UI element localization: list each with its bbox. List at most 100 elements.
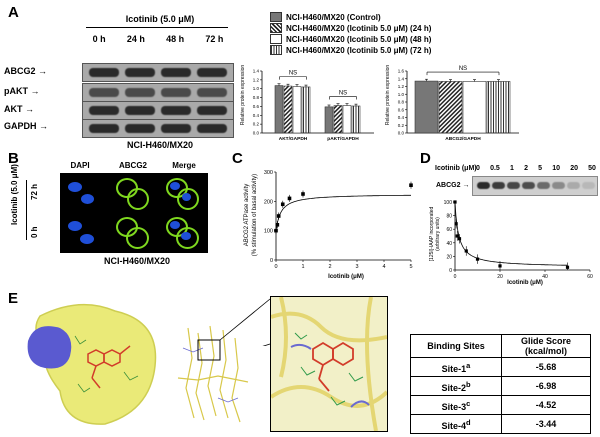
- time-labels: 0 h 24 h 48 h 72 h: [82, 34, 234, 44]
- bar: [301, 86, 311, 134]
- cell-line-a: NCI-H460/MX20: [126, 140, 194, 150]
- row-label-72h: 72 h: [30, 183, 39, 200]
- chart-iaap: [125I]-IAAP incorporated (arbitrary unit…: [429, 200, 593, 286]
- data-point: [280, 202, 285, 207]
- header-binding-sites: Binding Sites: [410, 334, 502, 358]
- dapi-0h: [64, 215, 98, 249]
- y-axis-label: Relative protein expression: [385, 65, 391, 126]
- row-label-abcg2: ABCG2 →: [4, 66, 48, 76]
- x-tick-label: 2: [328, 264, 331, 270]
- time-24h: 24 h: [126, 34, 145, 44]
- iaap-blot: [472, 176, 598, 196]
- conc-value: 50: [588, 165, 596, 172]
- data-point: [453, 200, 457, 204]
- row-label-pakt: pAKT →: [4, 86, 40, 96]
- fit-curve: [454, 201, 568, 266]
- conc-value: 2: [524, 165, 528, 172]
- legend-swatch: [270, 34, 282, 44]
- bar: [342, 105, 352, 134]
- score-cell: -4.52: [501, 395, 591, 415]
- y-axis-label-1: ABCG2 ATPase activity: [244, 184, 250, 247]
- ligand: [87, 345, 131, 389]
- conc-label: Icotinib (μM): [435, 165, 477, 172]
- y-tick-label: 300: [264, 170, 273, 176]
- legend-swatch: [270, 45, 282, 55]
- panel-label-a: A: [8, 4, 19, 21]
- data-point: [301, 192, 305, 196]
- y-tick-label: 1.2: [253, 77, 260, 82]
- abcg2-72h: [114, 176, 149, 210]
- residues: [74, 335, 139, 393]
- blot-abcg2: [82, 63, 234, 82]
- y-tick-label: 60: [446, 227, 452, 233]
- y-tick-label: 0: [449, 268, 452, 274]
- x-tick-label: pAKT/GAPDH: [327, 136, 359, 142]
- x-tick-label: 40: [542, 274, 548, 280]
- glide-score-table: Binding Sites Glide Score (kcal/mol) Site…: [410, 334, 591, 434]
- y-axis-label-2: (% stimulation of basal activity): [252, 174, 258, 256]
- header-merge: Merge: [172, 161, 196, 170]
- data-point: [274, 228, 278, 233]
- conc-value: 0: [476, 165, 480, 172]
- binding-site-zoom: [270, 296, 388, 432]
- merge-72h: [164, 176, 199, 210]
- time-0h: 0 h: [92, 34, 106, 44]
- x-axis-label: Icotinib (μM): [507, 280, 543, 286]
- data-point: [455, 234, 459, 238]
- data-point: [275, 223, 280, 227]
- band-label-abcg2: ABCG2 →: [436, 182, 470, 189]
- header-rule: [86, 27, 228, 28]
- conc-value: 10: [552, 165, 561, 172]
- pocket-surface: [27, 326, 72, 369]
- y-tick-label: 1.6: [398, 69, 405, 74]
- bar: [438, 81, 463, 134]
- x-axis-label: Icotinib (μM): [328, 274, 364, 280]
- y-tick-label: 0.4: [253, 113, 260, 118]
- site-cell: Site-4d: [410, 414, 502, 434]
- data-point: [565, 265, 570, 269]
- data-point: [464, 249, 468, 253]
- ns-label: NS: [289, 71, 297, 77]
- y-axis-label: Relative protein expression: [240, 65, 246, 126]
- legend-72h: NCI-H460/MX20 (Icotinib 5.0 μM) (72 h): [270, 45, 431, 55]
- y-tick-label: 80: [446, 214, 452, 220]
- site-cell: Site-1a: [410, 357, 502, 377]
- x-tick-label: 60: [587, 274, 593, 280]
- panel-label-c: C: [232, 150, 243, 167]
- y-tick-label: 100: [264, 229, 273, 235]
- zoom-lines: [219, 298, 271, 346]
- conc-value: 0.5: [490, 165, 500, 172]
- y-tick-label: 20: [446, 254, 452, 260]
- microscopy-grid: [60, 173, 208, 253]
- data-point: [276, 214, 281, 218]
- cell-line-b: NCI-H460/MX20: [103, 256, 171, 266]
- binding-table: Binding Sites Glide Score (kcal/mol) Site…: [410, 334, 591, 434]
- ns-label: NS: [339, 91, 347, 97]
- bar-chart-akt-pakt: Relative protein expression 0.0 0.2 0.4 0.6…: [240, 65, 374, 142]
- y-tick-label: 1.0: [253, 86, 260, 91]
- bar: [333, 105, 343, 134]
- binding-site-zoom-art: [271, 297, 387, 431]
- header-dapi: DAPI: [70, 161, 90, 170]
- conc-values: 0 0.5 1 2 5 10 20 50: [476, 165, 596, 172]
- data-point: [287, 196, 292, 201]
- x-tick-label: 5: [409, 264, 412, 270]
- y-tick-label: 0.6: [398, 107, 405, 112]
- bar: [414, 80, 439, 134]
- bar-chart-abcg2: Relative protein expression 0.0 0.2 0.4 0.6…: [385, 65, 519, 142]
- dapi-72h: [64, 176, 98, 210]
- data-point: [454, 222, 458, 226]
- row-label-akt: AKT →: [4, 104, 35, 114]
- bar: [462, 81, 487, 134]
- y-tick-label: 0.0: [398, 131, 405, 136]
- panel-label-b: B: [8, 150, 19, 167]
- row-label-gapdh: GAPDH →: [4, 121, 49, 131]
- bar: [324, 106, 334, 134]
- panel-label-d: D: [420, 150, 431, 167]
- data-point: [457, 237, 462, 241]
- y-tick-label: 1.4: [398, 76, 405, 81]
- blot-gapdh: [82, 119, 234, 138]
- site-cell: Site-2b: [410, 376, 502, 396]
- x-tick-label: AKT/GAPDH: [279, 136, 308, 142]
- y-tick-label: 0.8: [398, 100, 405, 105]
